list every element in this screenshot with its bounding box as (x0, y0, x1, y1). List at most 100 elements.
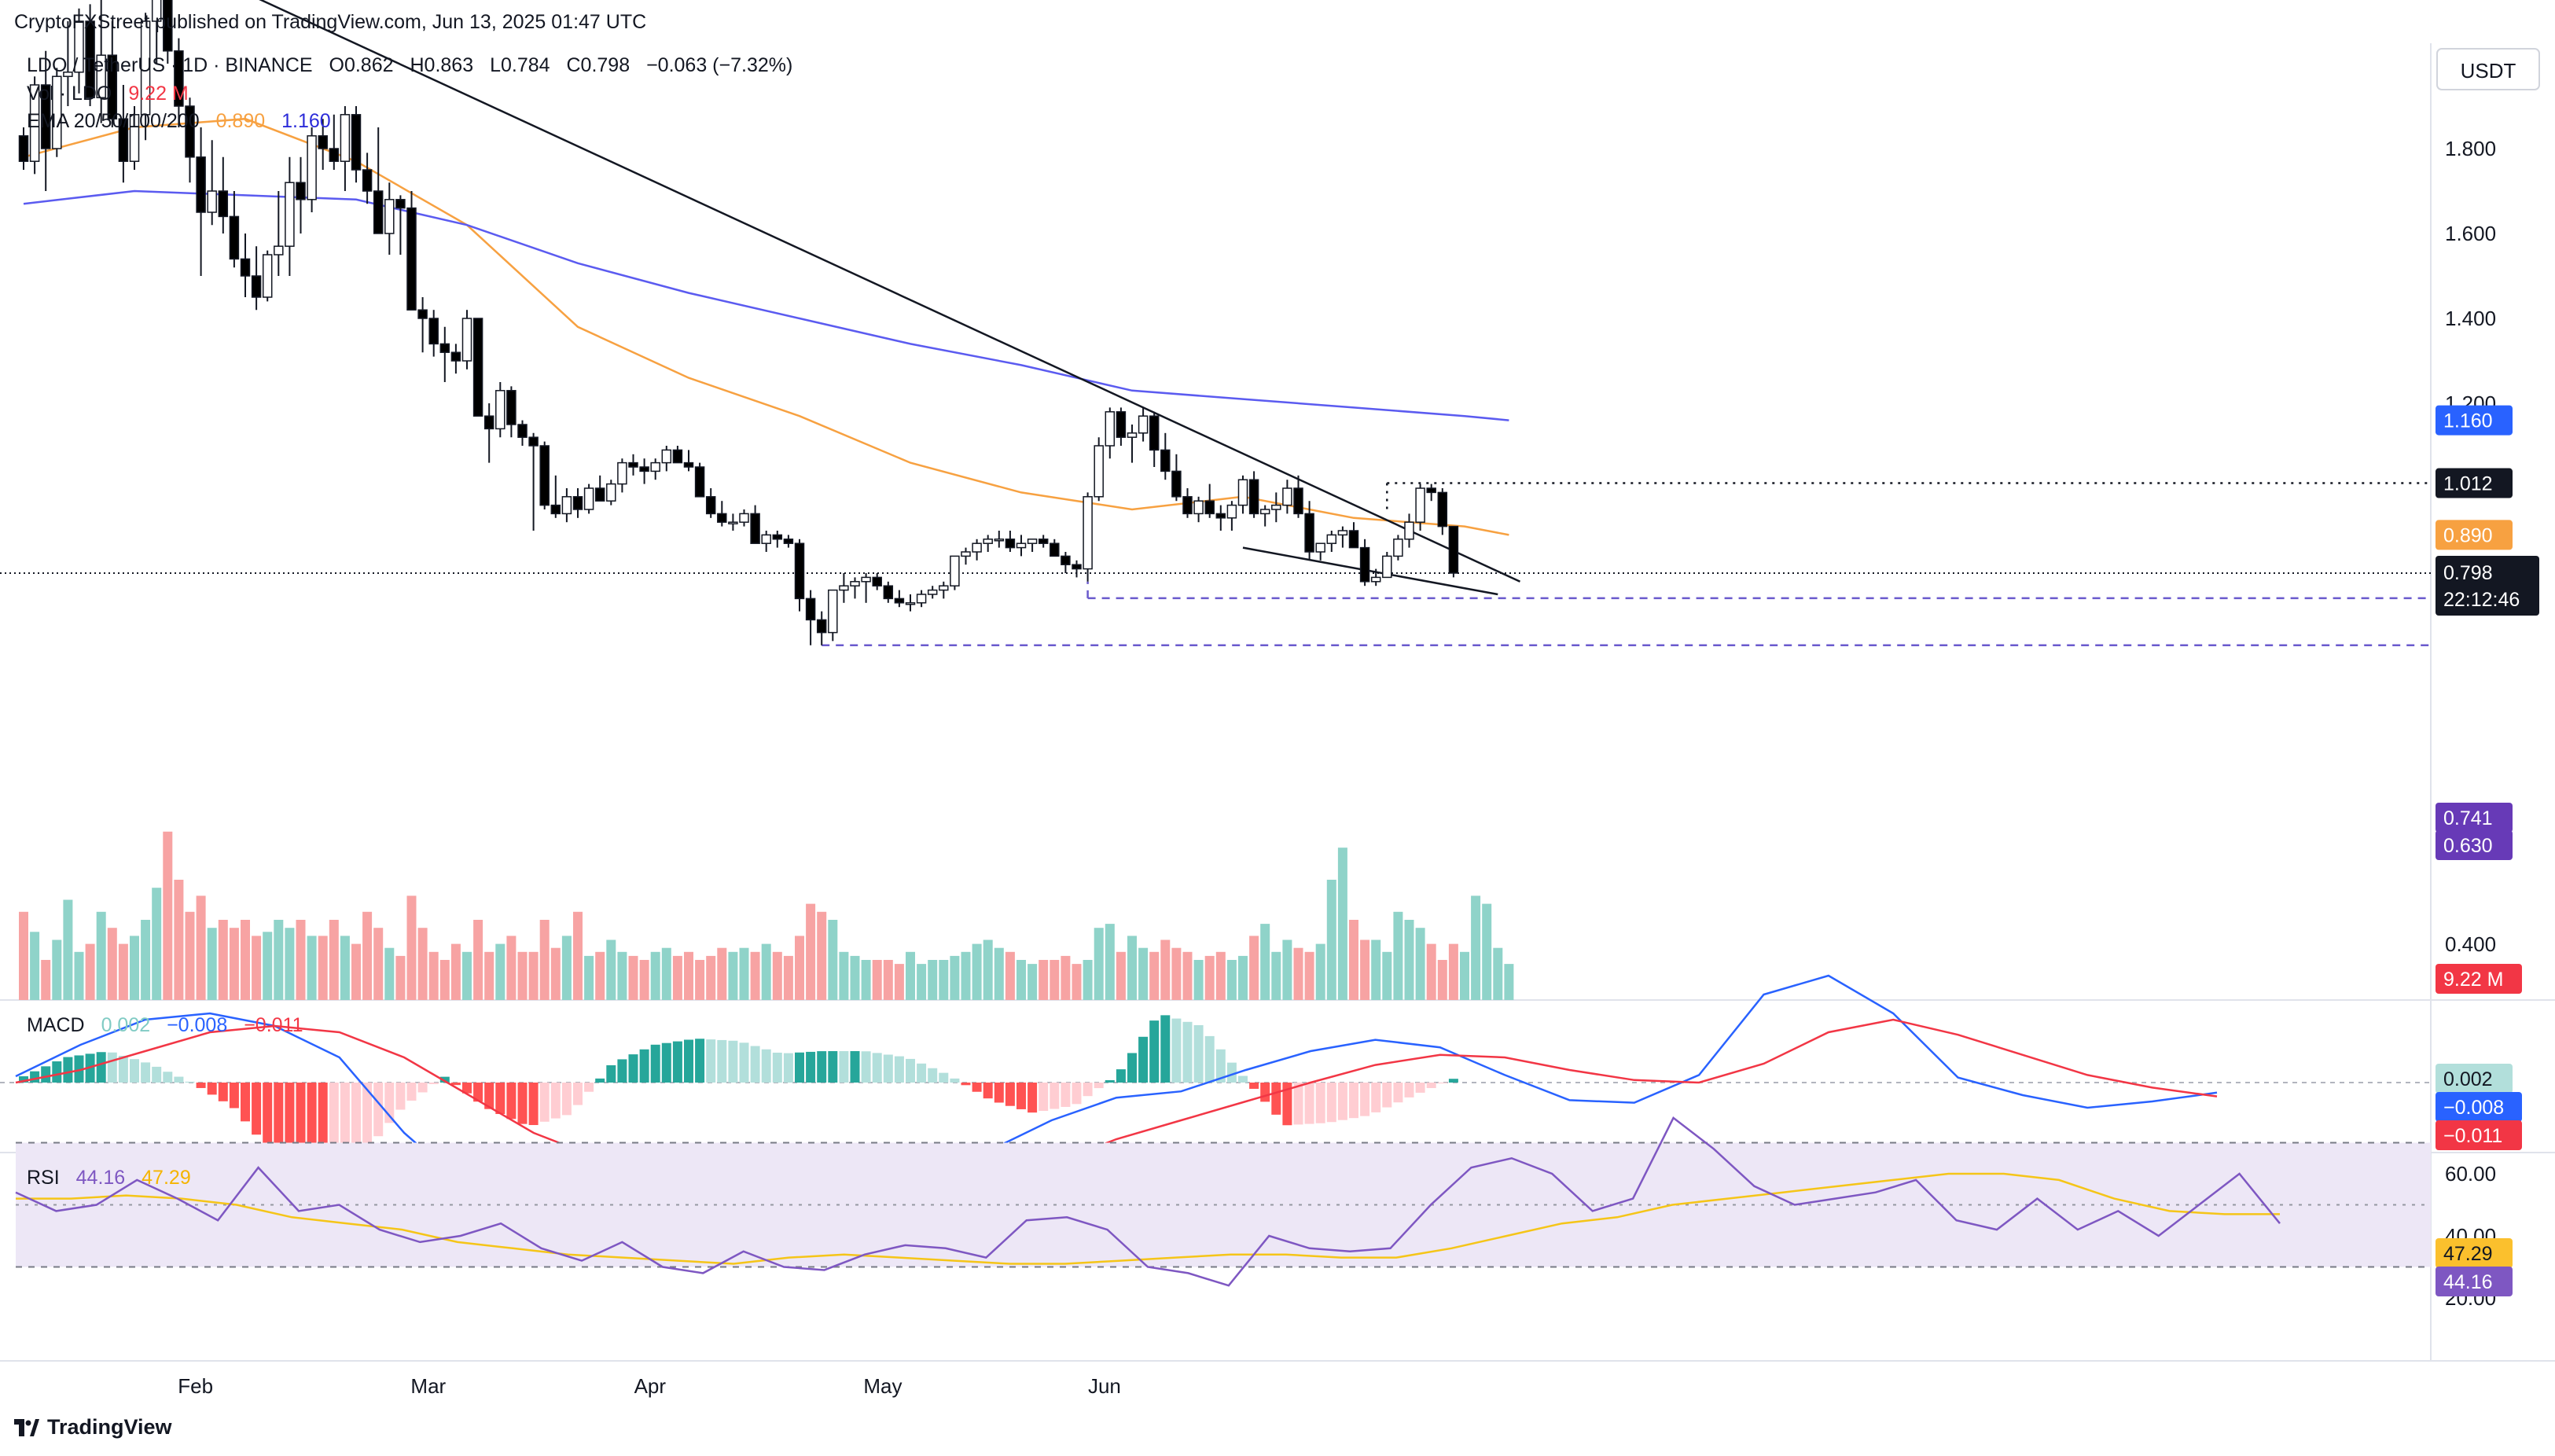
macd-histogram-bar (229, 1083, 239, 1109)
volume-bar (152, 888, 162, 1000)
candle-up (828, 589, 838, 634)
rsi-ma-line (16, 1172, 2280, 1265)
macd-histogram-bar (950, 1078, 960, 1083)
last-price-tag: 0.798 (2443, 562, 2493, 584)
volume-tag: 9.22 M (2443, 969, 2503, 991)
candle-down (1204, 500, 1215, 515)
volume-bar (1460, 951, 1469, 1000)
macd-histogram-bar (617, 1059, 627, 1083)
macd-histogram-bar (961, 1083, 971, 1086)
candle-up (861, 576, 871, 583)
volume-bar (351, 943, 361, 1000)
macd-histogram-bar (439, 1076, 450, 1083)
candle-up (983, 539, 993, 544)
rsi-legend[interactable]: RSI 44.16 47.29 (27, 1167, 191, 1189)
volume-bar (1282, 939, 1292, 1000)
macd-histogram-bar (828, 1051, 838, 1083)
candle-down (1005, 539, 1016, 549)
volume-bar (417, 928, 428, 1000)
macd-histogram-bar (1326, 1083, 1336, 1123)
candle-down (1348, 530, 1359, 549)
macd-histogram-bar (584, 1083, 594, 1092)
macd-histogram-bar (1094, 1083, 1104, 1089)
volume-label: Vol · LDO (27, 83, 112, 105)
macd-histogram-bar (939, 1072, 949, 1083)
volume-bar (1360, 939, 1370, 1000)
volume-bar (1160, 939, 1171, 1000)
candle-down (1072, 564, 1082, 570)
candle-down (594, 487, 605, 502)
volume-bar (340, 936, 350, 1000)
candle-down (362, 169, 373, 192)
candle-down (1448, 525, 1459, 574)
volume-bar (739, 947, 749, 1000)
rsi-ma-tag: 47.29 (2443, 1243, 2493, 1265)
price-axis-tick: 1.800 (2445, 137, 2496, 160)
volume-bar (983, 939, 993, 1000)
volume-bar (318, 936, 328, 1000)
candle-up (1315, 542, 1325, 553)
volume-bar (1448, 943, 1458, 1000)
candle-up (74, 20, 84, 73)
macd-histogram-bar (650, 1044, 660, 1083)
candle-up (1193, 500, 1204, 515)
volume-bar (74, 951, 84, 1000)
tradingview-brand: TradingView (47, 1415, 172, 1439)
candle-down (296, 182, 306, 200)
candle-up (285, 182, 295, 247)
macd-histogram-bar (994, 1083, 1004, 1103)
candle-down (816, 619, 827, 634)
candle-down (883, 585, 894, 600)
macd-legend[interactable]: MACD 0.002 −0.008 −0.011 (27, 1014, 303, 1037)
volume-bar (41, 960, 51, 1000)
macd-histogram-bar (806, 1051, 816, 1083)
candle-up (761, 534, 771, 544)
candle-down (118, 118, 129, 162)
macd-histogram-bar (1160, 1015, 1171, 1083)
volume-legend[interactable]: Vol · LDO 9.22 M (27, 83, 189, 105)
volume-bar (1061, 955, 1071, 1000)
candle-up (994, 539, 1005, 542)
volume-bar (473, 920, 483, 1000)
candle-up (972, 542, 982, 553)
candle-up (495, 390, 505, 430)
ohlc-open: O0.862 (329, 54, 394, 76)
descending-trendline (259, 0, 1521, 583)
macd-histogram-bar (1415, 1083, 1425, 1093)
candle-down (805, 597, 816, 621)
candle-down (528, 436, 539, 447)
support1-price-tag-box (2436, 803, 2513, 833)
macd-histogram-bar (196, 1083, 206, 1088)
candle-up (52, 75, 62, 149)
volume-bar (96, 911, 106, 1000)
macd-histogram-bar (894, 1056, 904, 1083)
volume-bar (196, 895, 206, 1000)
volume-bar (728, 951, 738, 1000)
volume-bar (1437, 960, 1447, 1000)
volume-bar (928, 960, 938, 1000)
candle-up (1271, 504, 1281, 510)
candle-up (1393, 539, 1403, 557)
volume-bar (628, 955, 638, 1000)
macd-histogram-bar (817, 1051, 827, 1083)
macd-histogram-bar (484, 1083, 494, 1109)
macd-histogram-bar (263, 1083, 273, 1149)
tradingview-logo[interactable]: TradingView (14, 1415, 172, 1439)
currency-box (2436, 48, 2540, 90)
macd-histogram-bar (839, 1051, 849, 1083)
macd-histogram-bar (141, 1062, 151, 1083)
candle-up (728, 521, 738, 524)
macd-histogram-bar (406, 1083, 417, 1101)
candle-up (1337, 530, 1348, 536)
macd-histogram-bar (750, 1046, 760, 1083)
ema200-price-tag: 1.160 (2443, 410, 2493, 432)
ema-label: EMA 20/50/100/200 (27, 110, 200, 132)
volume-bar (362, 911, 373, 1000)
volume-bar (606, 939, 616, 1000)
symbol-legend[interactable]: LDO / TetherUS · 1D · BINANCE O0.862 H0.… (27, 54, 793, 76)
macd-histogram-bar (1238, 1075, 1248, 1083)
candle-up (29, 84, 40, 162)
macd-histogram-bar (728, 1040, 738, 1083)
ema-legend[interactable]: EMA 20/50/100/200 0.890 1.160 (27, 110, 331, 133)
